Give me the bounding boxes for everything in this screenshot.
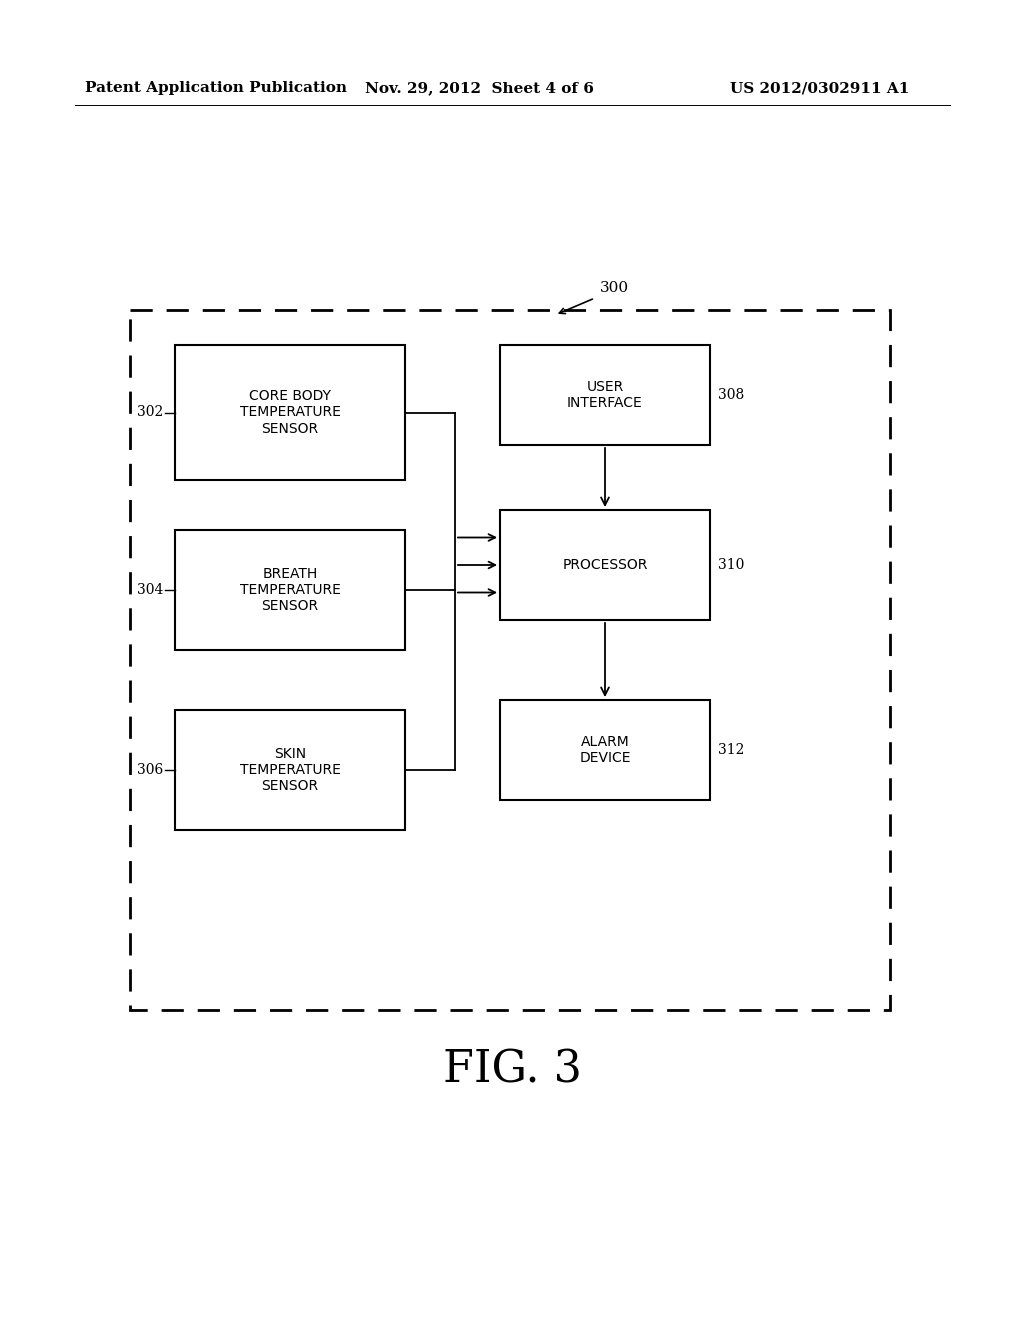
Text: BREATH
TEMPERATURE
SENSOR: BREATH TEMPERATURE SENSOR xyxy=(240,566,340,614)
Text: Nov. 29, 2012  Sheet 4 of 6: Nov. 29, 2012 Sheet 4 of 6 xyxy=(365,81,594,95)
Bar xyxy=(175,345,406,480)
Bar xyxy=(500,345,710,445)
Text: FIG. 3: FIG. 3 xyxy=(442,1048,582,1092)
Bar xyxy=(175,531,406,649)
Text: 304: 304 xyxy=(136,583,163,597)
Text: 300: 300 xyxy=(600,281,629,294)
Text: CORE BODY
TEMPERATURE
SENSOR: CORE BODY TEMPERATURE SENSOR xyxy=(240,389,340,436)
Text: 310: 310 xyxy=(718,558,744,572)
Text: Patent Application Publication: Patent Application Publication xyxy=(85,81,347,95)
Text: 302: 302 xyxy=(137,405,163,420)
Bar xyxy=(130,310,890,1010)
Text: USER
INTERFACE: USER INTERFACE xyxy=(567,380,643,411)
Text: 312: 312 xyxy=(718,743,744,756)
Text: 308: 308 xyxy=(718,388,744,403)
Text: SKIN
TEMPERATURE
SENSOR: SKIN TEMPERATURE SENSOR xyxy=(240,747,340,793)
Text: 306: 306 xyxy=(137,763,163,777)
Text: ALARM
DEVICE: ALARM DEVICE xyxy=(580,735,631,766)
Text: US 2012/0302911 A1: US 2012/0302911 A1 xyxy=(730,81,909,95)
Bar xyxy=(500,700,710,800)
Bar xyxy=(175,710,406,830)
Bar xyxy=(500,510,710,620)
Text: PROCESSOR: PROCESSOR xyxy=(562,558,648,572)
